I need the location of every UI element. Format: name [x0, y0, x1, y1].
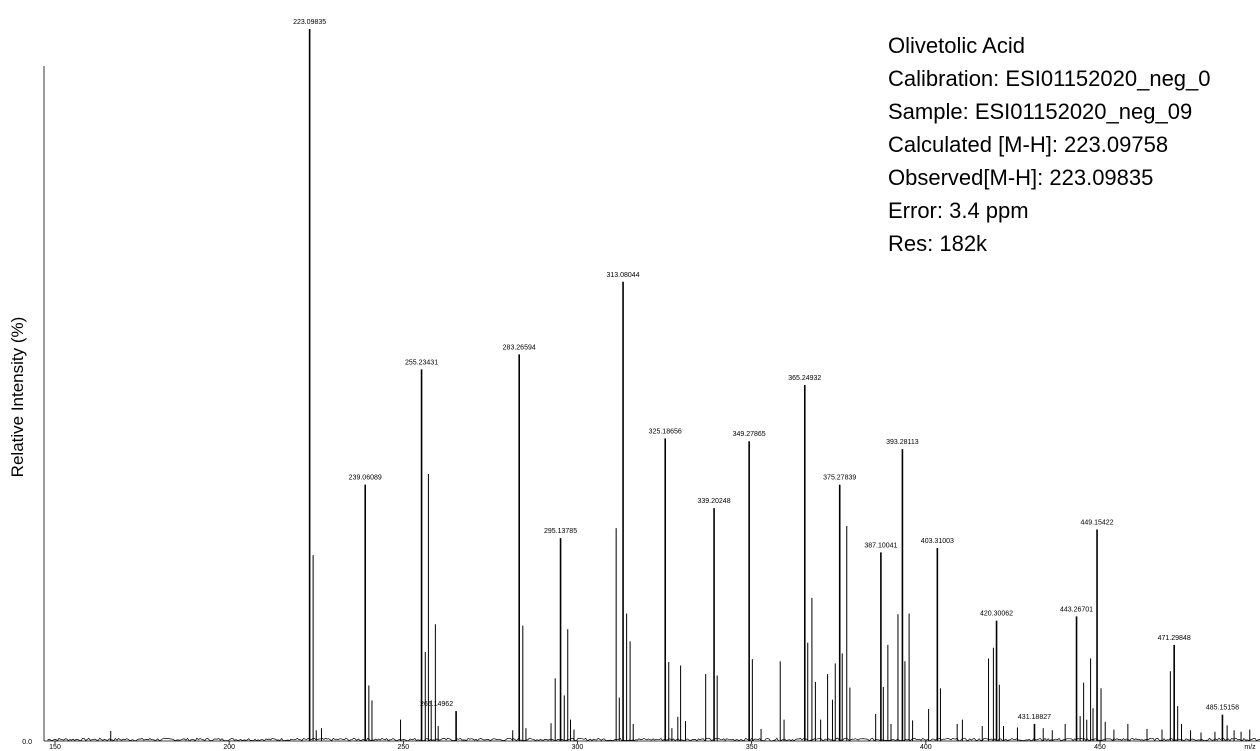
x-ticks-layer: 150 200 250 300 350 400 450 m/z: [49, 741, 1256, 751]
x-tick-label: 450: [1094, 744, 1106, 751]
x-tick-label: 150: [49, 744, 61, 751]
peak-label-403-31003: 403.31003: [921, 538, 954, 545]
peak-label-431-18827: 431.18827: [1018, 714, 1051, 721]
info-box: Olivetolic Acid Calibration: ESI01152020…: [888, 33, 1211, 256]
peak-label-420-30062: 420.30062: [980, 611, 1013, 618]
x-tick-label: 300: [572, 744, 584, 751]
peak-label-449-15422: 449.15422: [1080, 520, 1113, 527]
info-observed-mass: Observed[M-H]: 223.09835: [888, 165, 1153, 190]
info-error: Error: 3.4 ppm: [888, 198, 1029, 223]
peak-label-387-10041: 387.10041: [864, 542, 897, 549]
labeled-peaks-layer: 223.09835 239.06089 255.23431 265.14962 283.…: [293, 19, 1239, 741]
info-compound-name: Olivetolic Acid: [888, 33, 1025, 58]
peak-label-339-20248: 339.20248: [698, 498, 731, 505]
info-resolution: Res: 182k: [888, 231, 988, 256]
info-calibration: Calibration: ESI01152020_neg_0: [888, 66, 1211, 91]
peak-label-443-26701: 443.26701: [1060, 606, 1093, 613]
peak-label-283-26594: 283.26594: [503, 344, 536, 351]
peak-label-365-24932: 365.24932: [788, 375, 821, 382]
minor-peaks-layer: [110, 474, 1251, 741]
axes-layer: Relative Intensity (%) 0.0: [8, 66, 1260, 746]
peak-label-239-06089: 239.06089: [349, 475, 382, 482]
peak-label-349-27865: 349.27865: [733, 431, 766, 438]
peak-label-265-14962: 265.14962: [420, 701, 453, 708]
peak-label-255-23431: 255.23431: [405, 359, 438, 366]
peak-label-325-18656: 325.18656: [649, 428, 682, 435]
peak-label-295-13785: 295.13785: [544, 528, 577, 535]
noise-baseline: [47, 737, 1260, 742]
x-tick-label: 400: [920, 744, 932, 751]
x-tick-label: 200: [223, 744, 235, 751]
x-tick-label: 250: [397, 744, 409, 751]
info-sample: Sample: ESI01152020_neg_09: [888, 99, 1192, 124]
peak-label-471-29848: 471.29848: [1158, 635, 1191, 642]
peak-label-375-27839: 375.27839: [823, 475, 856, 482]
x-tick-label: m/z: [1244, 744, 1256, 751]
peak-label-223-09835: 223.09835: [293, 19, 326, 26]
peak-label-485-15158: 485.15158: [1206, 705, 1239, 712]
y-tick-label-0: 0.0: [22, 739, 32, 746]
info-calculated-mass: Calculated [M-H]: 223.09758: [888, 132, 1168, 157]
peak-label-393-28113: 393.28113: [886, 439, 919, 446]
x-tick-label: 350: [746, 744, 758, 751]
y-axis-label: Relative Intensity (%): [8, 317, 27, 478]
peak-label-313-08044: 313.08044: [607, 272, 640, 279]
